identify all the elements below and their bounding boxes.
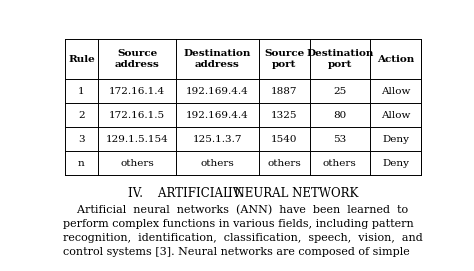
Text: control systems [3]. Neural networks are composed of simple: control systems [3]. Neural networks are… [63,247,410,257]
Text: perform complex functions in various fields, including pattern: perform complex functions in various fie… [63,219,414,229]
Text: 192.169.4.4: 192.169.4.4 [186,87,249,96]
Text: Action: Action [377,55,414,64]
Text: Deny: Deny [382,135,409,144]
Text: IV.: IV. [228,187,258,200]
Text: 172.16.1.4: 172.16.1.4 [109,87,165,96]
Text: 1887: 1887 [271,87,297,96]
Text: 172.16.1.5: 172.16.1.5 [109,111,165,120]
Text: 80: 80 [333,111,346,120]
Text: 1540: 1540 [271,135,297,144]
Text: 53: 53 [333,135,346,144]
Text: Destination
port: Destination port [306,49,374,69]
Text: Source
address: Source address [115,49,160,69]
Text: Destination
address: Destination address [183,49,251,69]
Text: 3: 3 [78,135,85,144]
Text: others: others [201,159,234,168]
Text: Deny: Deny [382,159,409,168]
Text: Allow: Allow [381,87,410,96]
Text: Rule: Rule [68,55,95,64]
Text: 1325: 1325 [271,111,297,120]
Text: Artificial  neural  networks  (ANN)  have  been  learned  to: Artificial neural networks (ANN) have be… [63,205,408,215]
Text: 192.169.4.4: 192.169.4.4 [186,111,249,120]
Text: 1: 1 [78,87,85,96]
Text: n: n [78,159,85,168]
Text: others: others [267,159,301,168]
Text: 2: 2 [78,111,85,120]
Text: others: others [120,159,154,168]
Text: recognition,  identification,  classification,  speech,  vision,  and: recognition, identification, classificat… [63,233,423,243]
Text: 129.1.5.154: 129.1.5.154 [106,135,169,144]
Text: 25: 25 [333,87,346,96]
Text: IV.    ARTIFICIAL NEURAL NETWORK: IV. ARTIFICIAL NEURAL NETWORK [128,187,358,200]
Text: others: others [323,159,356,168]
Text: 125.1.3.7: 125.1.3.7 [192,135,242,144]
Text: Source
port: Source port [264,49,304,69]
Text: Allow: Allow [381,111,410,120]
